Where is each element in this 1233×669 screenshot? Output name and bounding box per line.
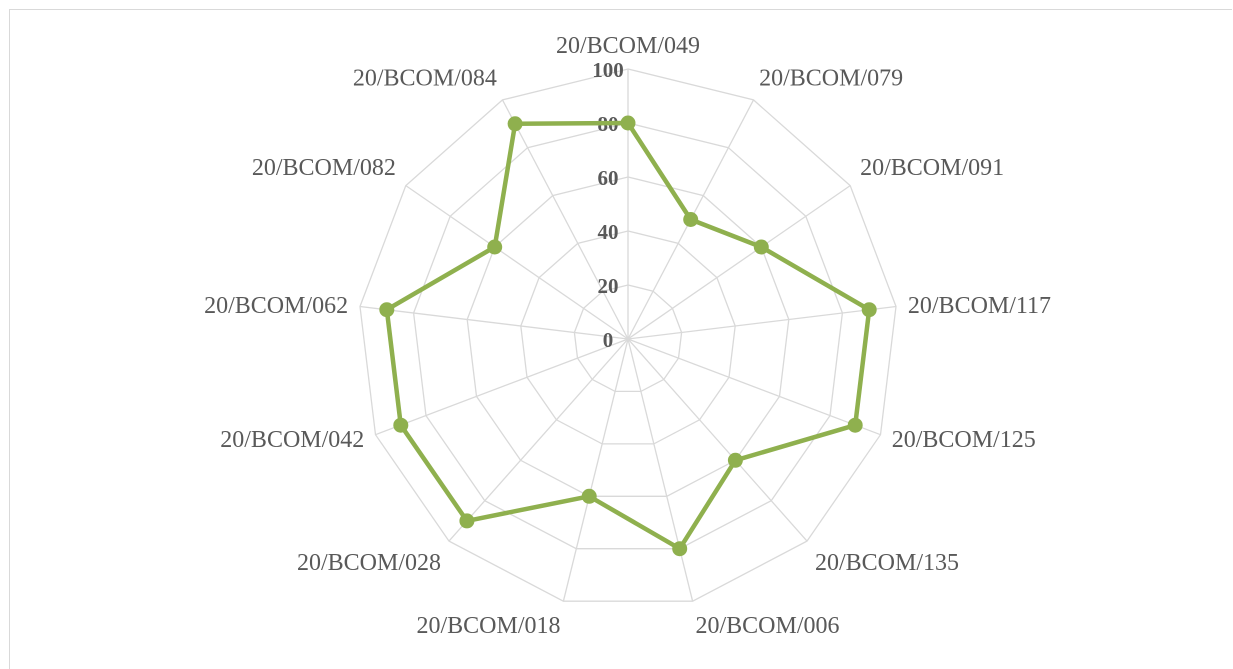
- chart-frame: [9, 9, 1232, 669]
- data-point: [393, 417, 409, 433]
- spoke-5: [627, 338, 808, 542]
- series-layer: [379, 115, 877, 557]
- spoke-11: [405, 185, 629, 340]
- spoke-12: [501, 99, 629, 340]
- grid-ring-100: [359, 68, 897, 602]
- data-point: [487, 239, 503, 255]
- tick-label: 0: [603, 328, 614, 352]
- data-point: [861, 302, 877, 318]
- data-point: [581, 488, 597, 504]
- tick-label: 60: [598, 166, 619, 190]
- category-label: 20/BCOM/082: [252, 155, 396, 181]
- series-line: [384, 120, 872, 551]
- data-point: [507, 116, 523, 132]
- category-label: 20/BCOM/042: [220, 427, 364, 453]
- category-label: 20/BCOM/084: [353, 65, 497, 91]
- spoke-4: [627, 338, 881, 436]
- spoke-8: [448, 338, 629, 542]
- spoke-3: [627, 305, 897, 340]
- spoke-2: [627, 185, 851, 340]
- data-point: [847, 417, 863, 433]
- category-label: 20/BCOM/018: [416, 613, 560, 639]
- data-point: [620, 115, 636, 131]
- category-label: 20/BCOM/028: [297, 550, 441, 576]
- category-label: 20/BCOM/125: [892, 427, 1036, 453]
- data-point: [683, 212, 699, 227]
- spoke-9: [375, 338, 629, 436]
- data-point: [672, 541, 688, 557]
- data-point: [753, 239, 769, 255]
- spoke-7: [562, 338, 629, 602]
- spoke-6: [627, 338, 694, 602]
- data-point: [727, 452, 743, 468]
- category-label: 20/BCOM/006: [696, 613, 840, 639]
- category-label: 20/BCOM/091: [860, 155, 1004, 181]
- grid-layer: [359, 68, 897, 602]
- category-label: 20/BCOM/062: [204, 293, 348, 319]
- category-label: 20/BCOM/049: [556, 33, 700, 59]
- tick-label: 100: [592, 58, 624, 82]
- category-label: 20/BCOM/135: [815, 550, 959, 576]
- data-point: [379, 302, 395, 318]
- grid-ring-60: [466, 176, 790, 497]
- category-labels: 20/BCOM/049 20/BCOM/079 20/BCOM/091 20/BCOM…: [204, 33, 1051, 639]
- data-point: [459, 513, 475, 529]
- tick-label: 20: [598, 274, 619, 298]
- grid-ring-40: [520, 230, 736, 445]
- grid-ring-20: [573, 284, 683, 393]
- category-label: 20/BCOM/079: [759, 65, 903, 91]
- category-label: 20/BCOM/117: [908, 293, 1051, 319]
- spoke-10: [359, 305, 629, 340]
- grid-ring-80: [412, 122, 844, 550]
- tick-label: 40: [598, 220, 619, 244]
